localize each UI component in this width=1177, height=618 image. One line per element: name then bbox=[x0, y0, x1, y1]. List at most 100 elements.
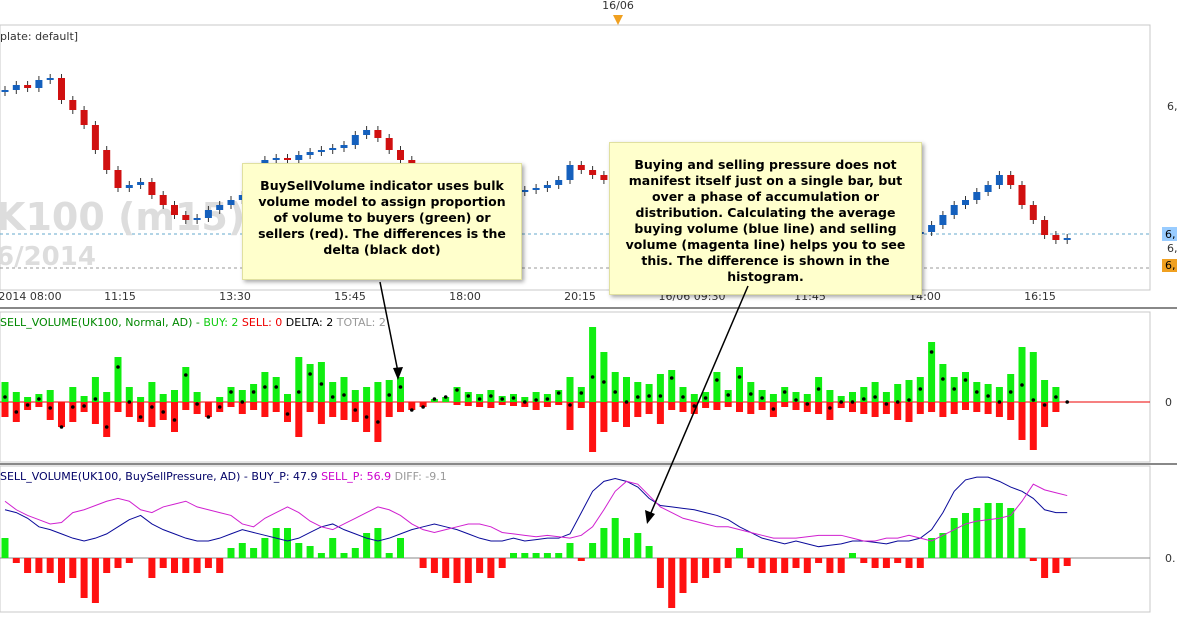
delta-dot bbox=[127, 400, 132, 404]
diff-bar bbox=[250, 548, 258, 558]
candle bbox=[374, 130, 382, 138]
diff-bar bbox=[690, 558, 698, 583]
candle bbox=[91, 125, 99, 150]
delta-dot bbox=[647, 394, 651, 398]
diff-bar bbox=[1041, 558, 1049, 578]
price-label: 6, bbox=[1167, 100, 1177, 113]
sell-bar bbox=[238, 402, 246, 414]
buy-bar bbox=[137, 397, 145, 402]
sell-bar bbox=[758, 402, 766, 410]
sell-bar bbox=[419, 402, 427, 407]
buy-bar bbox=[589, 327, 597, 402]
buy-bar bbox=[385, 380, 393, 402]
sell-bar bbox=[137, 402, 145, 422]
candle bbox=[193, 218, 201, 220]
diff-bar bbox=[1063, 558, 1071, 566]
delta-dot bbox=[715, 378, 719, 382]
delta-dot bbox=[206, 415, 211, 419]
watermark: K100 (m15) bbox=[0, 195, 245, 239]
sell-bar bbox=[600, 402, 608, 432]
delta-dot bbox=[251, 390, 256, 394]
sell-bar bbox=[905, 402, 913, 422]
diff-bar bbox=[261, 538, 269, 558]
delta-dot bbox=[828, 406, 832, 410]
sell-bar bbox=[476, 402, 484, 407]
diff-bar bbox=[781, 558, 789, 573]
sell_p-line bbox=[4, 480, 1068, 542]
time-label: 15:45 bbox=[334, 290, 366, 303]
delta-dot bbox=[794, 398, 798, 402]
diff-bar bbox=[419, 558, 427, 568]
delta-dot bbox=[25, 403, 30, 407]
diff-bar bbox=[171, 558, 178, 573]
sell-bar bbox=[171, 402, 178, 432]
zero-label: 0 bbox=[1165, 396, 1172, 409]
sell-bar bbox=[1029, 402, 1037, 450]
delta-dot bbox=[319, 382, 324, 386]
delta-dot bbox=[816, 387, 821, 391]
buy-bar bbox=[363, 387, 371, 402]
diff-bar bbox=[905, 558, 913, 568]
diff-bar bbox=[1029, 558, 1037, 561]
candle bbox=[171, 205, 178, 215]
candle bbox=[12, 85, 20, 90]
delta-dot bbox=[907, 398, 911, 402]
delta-dot bbox=[71, 405, 75, 409]
buy-bar bbox=[758, 390, 766, 402]
diff-bar bbox=[103, 558, 111, 573]
sell-bar bbox=[747, 402, 755, 414]
template-label: plate: default] bbox=[0, 30, 78, 43]
sell-bar bbox=[871, 402, 879, 417]
sell-bar bbox=[261, 402, 269, 417]
buy-bar bbox=[1007, 374, 1015, 402]
buy-bar bbox=[114, 357, 122, 402]
candle bbox=[950, 205, 958, 215]
sell-bar bbox=[227, 402, 235, 407]
buy-bar bbox=[984, 384, 992, 402]
sell-bar bbox=[939, 402, 947, 417]
diff-bar bbox=[91, 558, 99, 603]
buy-bar bbox=[566, 377, 574, 402]
buy-bar bbox=[351, 390, 359, 402]
price-panel bbox=[0, 24, 1151, 291]
sell-bar bbox=[995, 402, 1003, 417]
diff-bar bbox=[679, 558, 687, 593]
delta-dot bbox=[172, 418, 177, 422]
sell-bar bbox=[385, 402, 393, 417]
price-tag bbox=[1162, 227, 1177, 241]
candle bbox=[227, 200, 235, 205]
delta-dot bbox=[873, 395, 877, 399]
delta-dot bbox=[342, 393, 346, 397]
diff-bar bbox=[58, 558, 65, 583]
delta-dot bbox=[443, 395, 448, 399]
buy-bar bbox=[397, 377, 404, 402]
candle bbox=[521, 190, 529, 192]
buy-bar bbox=[69, 387, 77, 402]
sell-bar bbox=[317, 402, 325, 424]
diff-bar bbox=[645, 546, 653, 558]
sell-bar bbox=[125, 402, 133, 417]
time-label: 16:15 bbox=[1024, 290, 1056, 303]
delta-dot bbox=[839, 400, 843, 404]
delta-dot bbox=[229, 390, 233, 394]
diff-bar bbox=[860, 558, 868, 563]
delta-dot bbox=[534, 398, 538, 402]
delta-dot bbox=[274, 385, 279, 389]
diff-bar bbox=[532, 553, 540, 558]
diff-bar bbox=[656, 558, 664, 588]
sell-bar bbox=[555, 402, 563, 405]
delta-dot bbox=[556, 391, 561, 395]
diff-bar bbox=[114, 558, 122, 568]
delta-dot bbox=[263, 385, 267, 389]
sell-bar bbox=[284, 402, 291, 422]
candle bbox=[1018, 185, 1026, 205]
delta-dot bbox=[636, 395, 640, 399]
diff-bar bbox=[1007, 508, 1015, 558]
candle bbox=[216, 205, 224, 210]
delta-dot bbox=[184, 373, 188, 377]
delta-dot bbox=[703, 396, 708, 400]
buy-bar bbox=[159, 394, 167, 402]
diff-bar bbox=[758, 558, 766, 573]
sell-bar bbox=[487, 402, 495, 408]
delta-dot bbox=[760, 396, 764, 400]
